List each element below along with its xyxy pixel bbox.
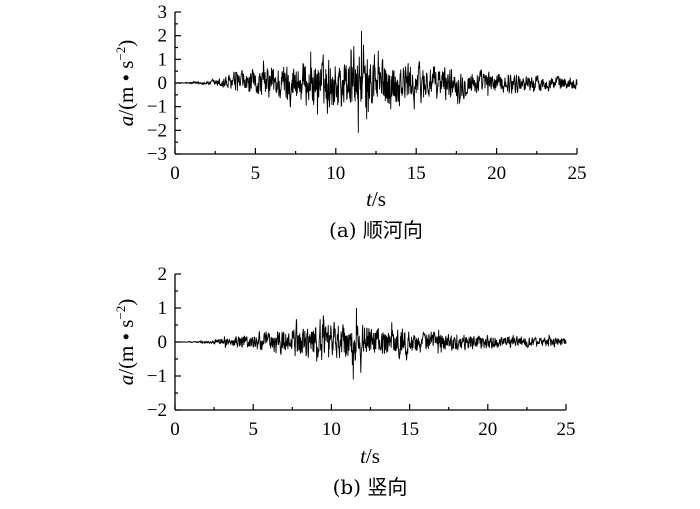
chart-panel-b: −2 −1 0 1 2 0 5 10 15 20 25 a/(m • s−2) t/s (b) 竖…	[113, 264, 576, 499]
x-axis-title: t/s	[360, 444, 380, 468]
y-tick-label: 0	[158, 73, 168, 94]
y-tick-label: −2	[147, 120, 167, 141]
y-ticks: −2 −1 0 1 2	[147, 264, 181, 421]
y-tick-label: −2	[147, 400, 167, 421]
panel-caption: (b) 竖向	[333, 475, 408, 499]
svg-text:a/(m • s−2): a/(m • s−2)	[113, 40, 138, 127]
y-tick-label: 1	[158, 49, 168, 70]
y-tick-label: −1	[147, 366, 167, 387]
x-tick-label: 15	[400, 419, 419, 440]
svg-text:a/(m • s−2): a/(m • s−2)	[113, 299, 138, 386]
x-tick-label: 5	[251, 163, 261, 184]
x-tick-label: 25	[557, 419, 576, 440]
y-axis-title: a/(m • s−2)	[113, 299, 138, 386]
x-tick-label: 10	[322, 419, 341, 440]
x-ticks: 0 5 10 15 20 25	[170, 148, 587, 184]
x-tick-label: 25	[568, 163, 587, 184]
y-tick-label: 1	[158, 298, 168, 319]
y-ticks: −3 −2−1 0 12 3	[147, 2, 181, 165]
x-tick-label: 20	[487, 163, 506, 184]
y-tick-label: −3	[147, 144, 167, 165]
x-tick-label: 10	[326, 163, 345, 184]
panel-caption: (a) 顺河向	[329, 218, 423, 242]
y-tick-label: 2	[158, 264, 168, 285]
y-tick-label: −1	[147, 97, 167, 118]
y-tick-label: 3	[158, 2, 168, 23]
y-axis-title: a/(m • s−2)	[113, 40, 138, 127]
x-tick-label: 20	[478, 419, 497, 440]
x-axis-title: t/s	[366, 187, 386, 211]
y-tick-label: 2	[158, 26, 168, 47]
x-tick-label: 5	[248, 419, 258, 440]
x-tick-label: 0	[170, 419, 180, 440]
x-tick-label: 0	[170, 163, 180, 184]
acceleration-trace-line	[174, 307, 567, 380]
acceleration-trace-line	[174, 30, 578, 133]
x-ticks: 0 5 10 15 20 25	[170, 404, 576, 440]
x-tick-label: 15	[407, 163, 426, 184]
chart-panel-a: −3 −2−1 0 12 3 0 5 10 15 20 25 a/(m • s−2) t/s (a…	[113, 2, 587, 242]
y-tick-label: 0	[158, 332, 168, 353]
